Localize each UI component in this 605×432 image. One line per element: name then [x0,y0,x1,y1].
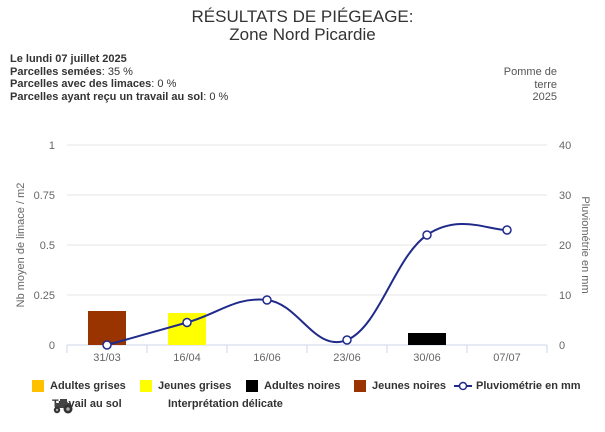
data-point-pluvio [422,230,432,240]
chart-title: RÉSULTATS DE PIÉGEAGE: [191,7,414,26]
info-travail-label: Parcelles ayant reçu un travail au sol [10,90,204,103]
y-tick-label: 0.25 [34,290,55,302]
y-tick-label: 0.75 [34,190,55,202]
x-tick-label: 07/07 [493,352,521,364]
y-right-tick-label: 40 [559,140,571,152]
tractor-icon [53,399,73,414]
data-point-pluvio [502,225,512,235]
data-point-pluvio [342,335,352,345]
legend-interpretation: Interprétation délicate [168,398,283,410]
legend-label-pluvio: Pluviométrie en mm [476,380,581,392]
x-tick-label: 23/06 [333,352,361,364]
info-semees-label: Parcelles semées [10,65,102,78]
legend-swatch-adultes-noires [246,380,258,392]
y-right-tick-label: 0 [559,340,565,352]
legend-swatch-jeunes-grises [140,380,152,392]
x-tick-label: 16/04 [173,352,201,364]
chart-subtitle: Zone Nord Picardie [229,25,376,44]
legend-label-interpretation: Interprétation délicate [168,398,283,410]
legend-swatch-jeunes-noires [354,380,366,392]
y-tick-label: 1 [49,140,55,152]
legend-label-adultes-grises: Adultes grises [50,380,126,392]
crop-line-2: terre [534,78,557,91]
y-right-tick-label: 20 [559,240,571,252]
x-tick-label: 16/06 [253,352,281,364]
legend-travail[interactable]: Travail au sol [52,398,122,414]
crop-line-1: Pomme de [503,66,557,78]
y-right-axis-title: Pluviométrie en mm [579,196,591,293]
data-point-pluvio [262,295,272,305]
info-travail-value: : 0 % [203,90,229,103]
x-tick-label: 30/06 [413,352,441,364]
legend-label-adultes-noires: Adultes noires [264,380,341,392]
series-line-pluvio [106,223,508,346]
info-block: Le lundi 07 juillet 2025 Parcelles semée… [10,53,228,103]
y-right-tick-label: 30 [559,190,571,202]
legend-label-jeunes-noires: Jeunes noires [372,380,446,392]
legend-jeunes-grises[interactable]: Jeunes grises [140,380,231,392]
data-point-pluvio [102,340,112,350]
y-tick-label: 0 [49,340,55,352]
info-date: Le lundi 07 juillet 2025 [10,53,127,65]
y-right-tick-label: 10 [559,290,571,302]
data-point-pluvio [182,317,192,328]
crop-label: Pomme de terre 2025 [497,66,557,104]
x-tick-label: 31/03 [93,352,121,364]
info-limaces-label: Parcelles avec des limaces [10,78,152,90]
y-axis-title: Nb moyen de limace / m2 [15,183,27,308]
legend-label-jeunes-grises: Jeunes grises [158,380,232,392]
bar [88,311,126,345]
crop-line-3: 2025 [532,91,557,103]
legend-jeunes-noires[interactable]: Jeunes noires [354,380,446,392]
y-tick-label: 0.5 [40,240,55,252]
legend-adultes-grises[interactable]: Adultes grises [32,380,126,392]
legend-pluvio[interactable]: Pluviométrie en mm [454,380,581,392]
info-limaces-value: : 0 % [151,78,177,90]
legend-line-marker-icon [454,381,472,391]
info-semees-value: : 35 % [101,65,133,78]
legend-adultes-noires[interactable]: Adultes noires [246,380,340,392]
legend-swatch-adultes-grises [32,380,44,392]
bar [408,333,446,345]
